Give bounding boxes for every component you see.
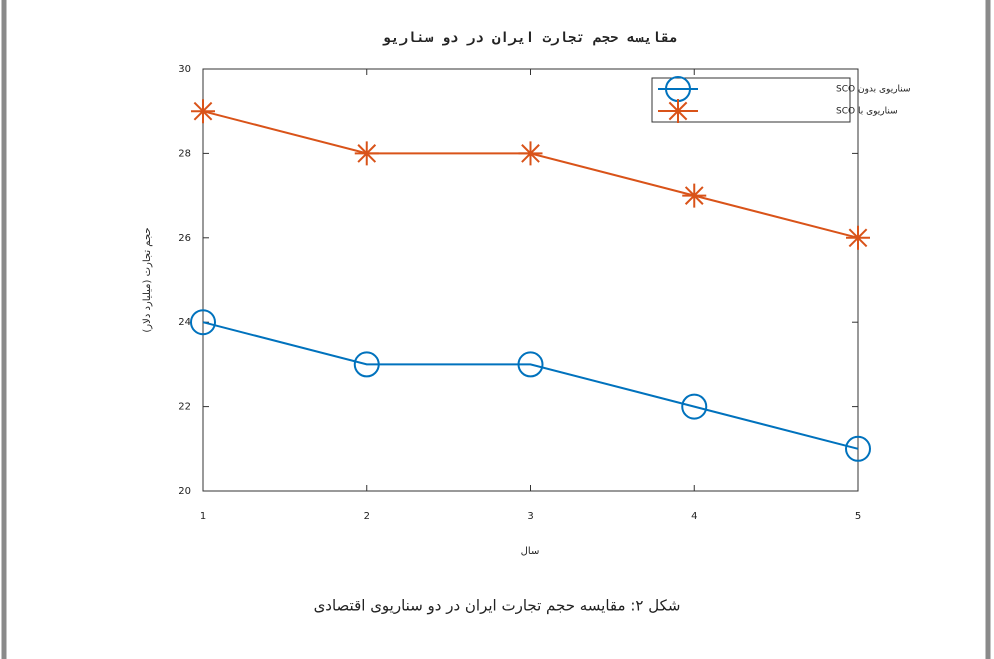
y-tick-label: 20 [178,486,191,497]
plot-frame [202,68,859,492]
marker [191,99,215,124]
y-tick-label: 28 [178,148,191,159]
legend-box [651,77,851,123]
y-tick-label: 24 [178,317,191,328]
caption: شکل ۲: مقایسه حجم تجارت ایران در دو سنار… [314,597,681,615]
legend-label: سناریوی با SCO [836,107,898,117]
x-tick-label: 2 [364,511,370,522]
marker [681,393,708,420]
x-tick-label: 5 [855,511,861,522]
marker [845,435,871,462]
y-tick-label: 26 [178,233,191,244]
marker [846,225,870,250]
x-tick-label: 4 [691,511,697,522]
series-line [202,321,859,450]
legend-label: سناریوی بدون SCO [836,85,911,95]
x-tick-label: 3 [527,511,533,522]
x-axis-label: سال [521,546,540,557]
chart-title: مقایسه حجم تجارت ایران در دو سناریو [382,30,677,46]
x-tick-label: 1 [200,511,206,522]
y-tick-label: 30 [178,64,191,75]
marker [354,141,379,166]
y-axis-label: حجم تجارت (میلیارد دلار) [142,227,153,332]
series-line [202,110,859,239]
marker [682,183,707,208]
marker [190,309,216,336]
marker [517,351,544,378]
marker [353,351,380,378]
marker [518,141,543,166]
legend-marker [666,99,690,123]
y-tick-label: 22 [178,402,191,413]
